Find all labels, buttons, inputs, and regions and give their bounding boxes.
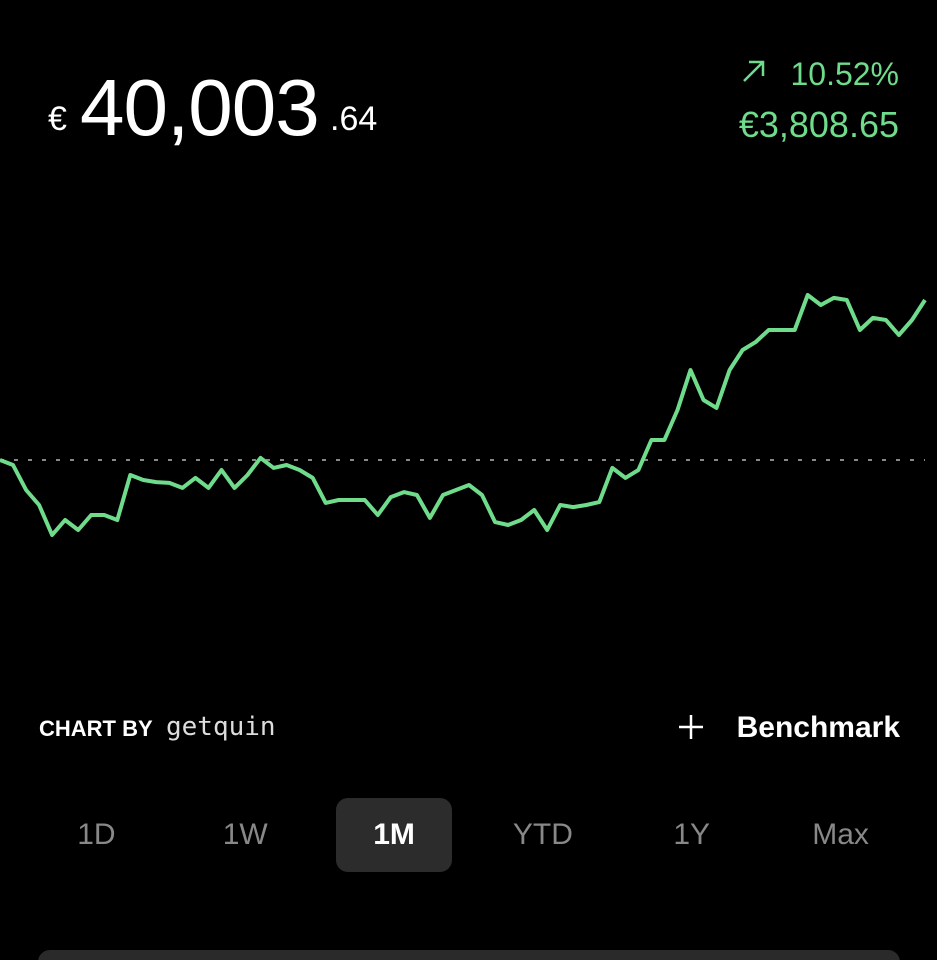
brand: getquin	[166, 712, 276, 742]
range-button[interactable]: 1D	[22, 797, 171, 873]
range-button[interactable]: YTD	[468, 797, 617, 873]
up-arrow-icon	[743, 60, 765, 82]
change-amount: €3,808.65	[738, 104, 899, 145]
range-button[interactable]: 1W	[171, 797, 320, 873]
range-selector: 1D 1W 1M YTD 1Y Max	[22, 797, 915, 873]
range-label: 1Y	[673, 818, 711, 851]
range-label: Max	[812, 818, 869, 851]
range-button[interactable]: 1M	[320, 797, 469, 873]
change-percent: 10.52%	[790, 56, 899, 92]
balance-integer: 40,003	[80, 63, 320, 152]
range-label: 1W	[222, 818, 268, 851]
bottom-panel	[38, 950, 900, 960]
range-label: 1D	[77, 818, 116, 851]
benchmark-button[interactable]: Benchmark	[736, 711, 900, 744]
balance-decimals: .64	[330, 100, 378, 138]
range-label: YTD	[512, 818, 573, 851]
plus-icon[interactable]	[677, 713, 705, 741]
price-line	[0, 293, 927, 537]
currency: €	[48, 100, 67, 138]
range-label: 1M	[336, 798, 453, 872]
chart-by-label: CHART BY	[39, 716, 153, 741]
range-button[interactable]: 1Y	[617, 797, 766, 873]
range-button[interactable]: Max	[766, 797, 915, 873]
